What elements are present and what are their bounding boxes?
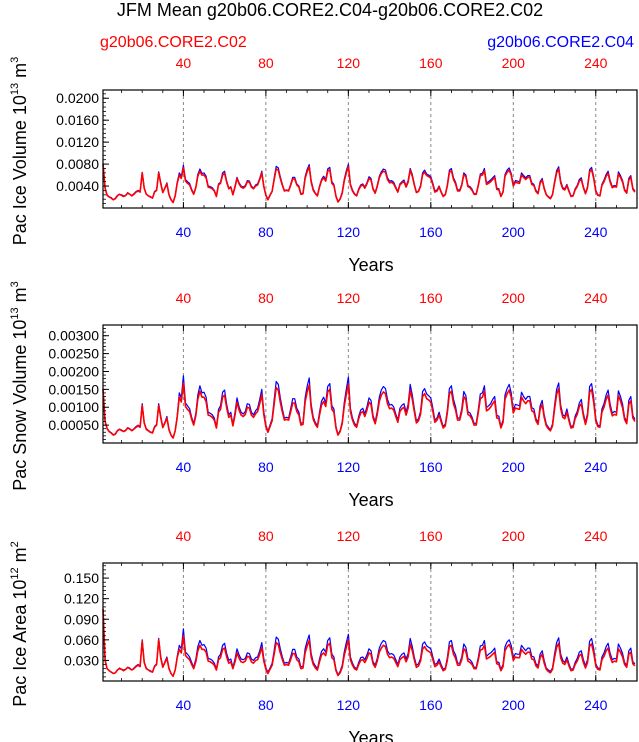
x-tick-label-bottom: 40 bbox=[176, 459, 192, 475]
x-tick-label-bottom: 120 bbox=[337, 697, 361, 713]
x-tick-label-bottom: 40 bbox=[176, 224, 192, 240]
y-axis-label-unit-exponent: 3 bbox=[9, 281, 21, 287]
y-tick-label: 0.030 bbox=[64, 652, 99, 668]
x-tick-label-top: 40 bbox=[176, 290, 192, 306]
x-tick-label-bottom: 40 bbox=[176, 697, 192, 713]
x-tick-label-bottom: 120 bbox=[337, 224, 361, 240]
legend-label-c04: g20b06.CORE2.C04 bbox=[487, 34, 634, 51]
y-tick-label: 0.0200 bbox=[56, 90, 99, 106]
x-tick-label-top: 120 bbox=[337, 55, 361, 71]
x-tick-label-bottom: 80 bbox=[258, 697, 274, 713]
x-tick-label-bottom: 240 bbox=[584, 697, 608, 713]
x-tick-label-bottom: 160 bbox=[419, 697, 443, 713]
x-tick-label-top: 160 bbox=[419, 528, 443, 544]
y-axis-label: Pac Ice Volume 1013 m3 bbox=[9, 57, 30, 245]
plot-frame bbox=[102, 324, 638, 444]
y-axis-label: Pac Snow Volume 1013 m3 bbox=[9, 281, 30, 490]
x-axis-label: Years bbox=[348, 490, 393, 510]
x-tick-label-bottom: 200 bbox=[502, 697, 526, 713]
series-line-c02 bbox=[102, 608, 636, 678]
y-axis-label-unit: m bbox=[10, 547, 30, 567]
x-tick-label-bottom: 200 bbox=[502, 459, 526, 475]
chart-panel-1: 0.0040 0.0080 0.0120 0.0160 0.0200 40 40 80 80 12… bbox=[9, 55, 638, 275]
y-axis-label-unit-exponent: 3 bbox=[9, 57, 21, 63]
x-tick-label-top: 120 bbox=[337, 528, 361, 544]
y-tick-label: 0.0120 bbox=[56, 134, 99, 150]
x-tick-label-bottom: 240 bbox=[584, 459, 608, 475]
x-tick-label-top: 80 bbox=[258, 55, 274, 71]
y-axis-label-exponent: 12 bbox=[9, 567, 21, 579]
x-axis-label: Years bbox=[348, 255, 393, 275]
x-tick-label-top: 200 bbox=[502, 528, 526, 544]
y-tick-label: 0.0040 bbox=[56, 178, 99, 194]
figure-title: JFM Mean g20b06.CORE2.C04-g20b06.CORE2.C… bbox=[117, 0, 543, 20]
y-tick-label: 0.060 bbox=[64, 632, 99, 648]
y-tick-label: 0.00050 bbox=[48, 417, 99, 433]
y-tick-label: 0.090 bbox=[64, 611, 99, 627]
y-tick-label: 0.00150 bbox=[48, 381, 99, 397]
y-tick-label: 0.00200 bbox=[48, 363, 99, 379]
y-tick-label: 0.0160 bbox=[56, 112, 99, 128]
series-line-c02 bbox=[102, 382, 636, 439]
x-tick-label-top: 40 bbox=[176, 55, 192, 71]
x-tick-label-top: 240 bbox=[584, 55, 608, 71]
plot-frame bbox=[102, 562, 638, 682]
x-tick-label-top: 80 bbox=[258, 290, 274, 306]
y-axis-label-unit-exponent: 2 bbox=[9, 541, 21, 547]
panels-group: 0.0040 0.0080 0.0120 0.0160 0.0200 40 40 80 80 12… bbox=[9, 55, 638, 742]
legend-label-c02: g20b06.CORE2.C02 bbox=[100, 34, 247, 51]
x-tick-label-top: 80 bbox=[258, 528, 274, 544]
y-axis-label: Pac Ice Area 1012 m2 bbox=[9, 541, 30, 706]
y-axis-label-text: Pac Snow Volume 10 bbox=[10, 320, 30, 491]
y-tick-label: 0.00300 bbox=[48, 328, 99, 344]
x-tick-label-top: 120 bbox=[337, 290, 361, 306]
x-tick-label-top: 200 bbox=[502, 55, 526, 71]
x-tick-label-bottom: 200 bbox=[502, 224, 526, 240]
y-axis-label-unit: m bbox=[10, 287, 30, 307]
y-axis-label-exponent: 13 bbox=[9, 83, 21, 95]
y-tick-label: 0.120 bbox=[64, 591, 99, 607]
series-line-c02 bbox=[102, 164, 636, 204]
x-tick-label-top: 160 bbox=[419, 290, 443, 306]
x-axis-label: Years bbox=[348, 728, 393, 742]
y-tick-label: 0.150 bbox=[64, 570, 99, 586]
x-tick-label-top: 240 bbox=[584, 290, 608, 306]
x-tick-label-bottom: 80 bbox=[258, 224, 274, 240]
x-tick-label-top: 240 bbox=[584, 528, 608, 544]
x-tick-label-bottom: 160 bbox=[419, 459, 443, 475]
chart-panel-3: 0.030 0.060 0.090 0.120 0.150 40 40 80 80 120 120 1… bbox=[9, 528, 638, 742]
y-axis-label-exponent: 13 bbox=[9, 307, 21, 319]
y-axis-label-text: Pac Ice Area 10 bbox=[10, 580, 30, 707]
x-tick-label-bottom: 240 bbox=[584, 224, 608, 240]
x-tick-label-top: 200 bbox=[502, 290, 526, 306]
x-tick-label-bottom: 80 bbox=[258, 459, 274, 475]
x-tick-label-bottom: 160 bbox=[419, 224, 443, 240]
y-tick-label: 0.00250 bbox=[48, 346, 99, 362]
x-tick-label-top: 40 bbox=[176, 528, 192, 544]
y-tick-label: 0.0080 bbox=[56, 156, 99, 172]
x-tick-label-bottom: 120 bbox=[337, 459, 361, 475]
y-axis-label-unit: m bbox=[10, 63, 30, 83]
y-tick-label: 0.00100 bbox=[48, 399, 99, 415]
y-axis-label-text: Pac Ice Volume 10 bbox=[10, 95, 30, 245]
plot-frame bbox=[102, 89, 638, 209]
x-tick-label-top: 160 bbox=[419, 55, 443, 71]
